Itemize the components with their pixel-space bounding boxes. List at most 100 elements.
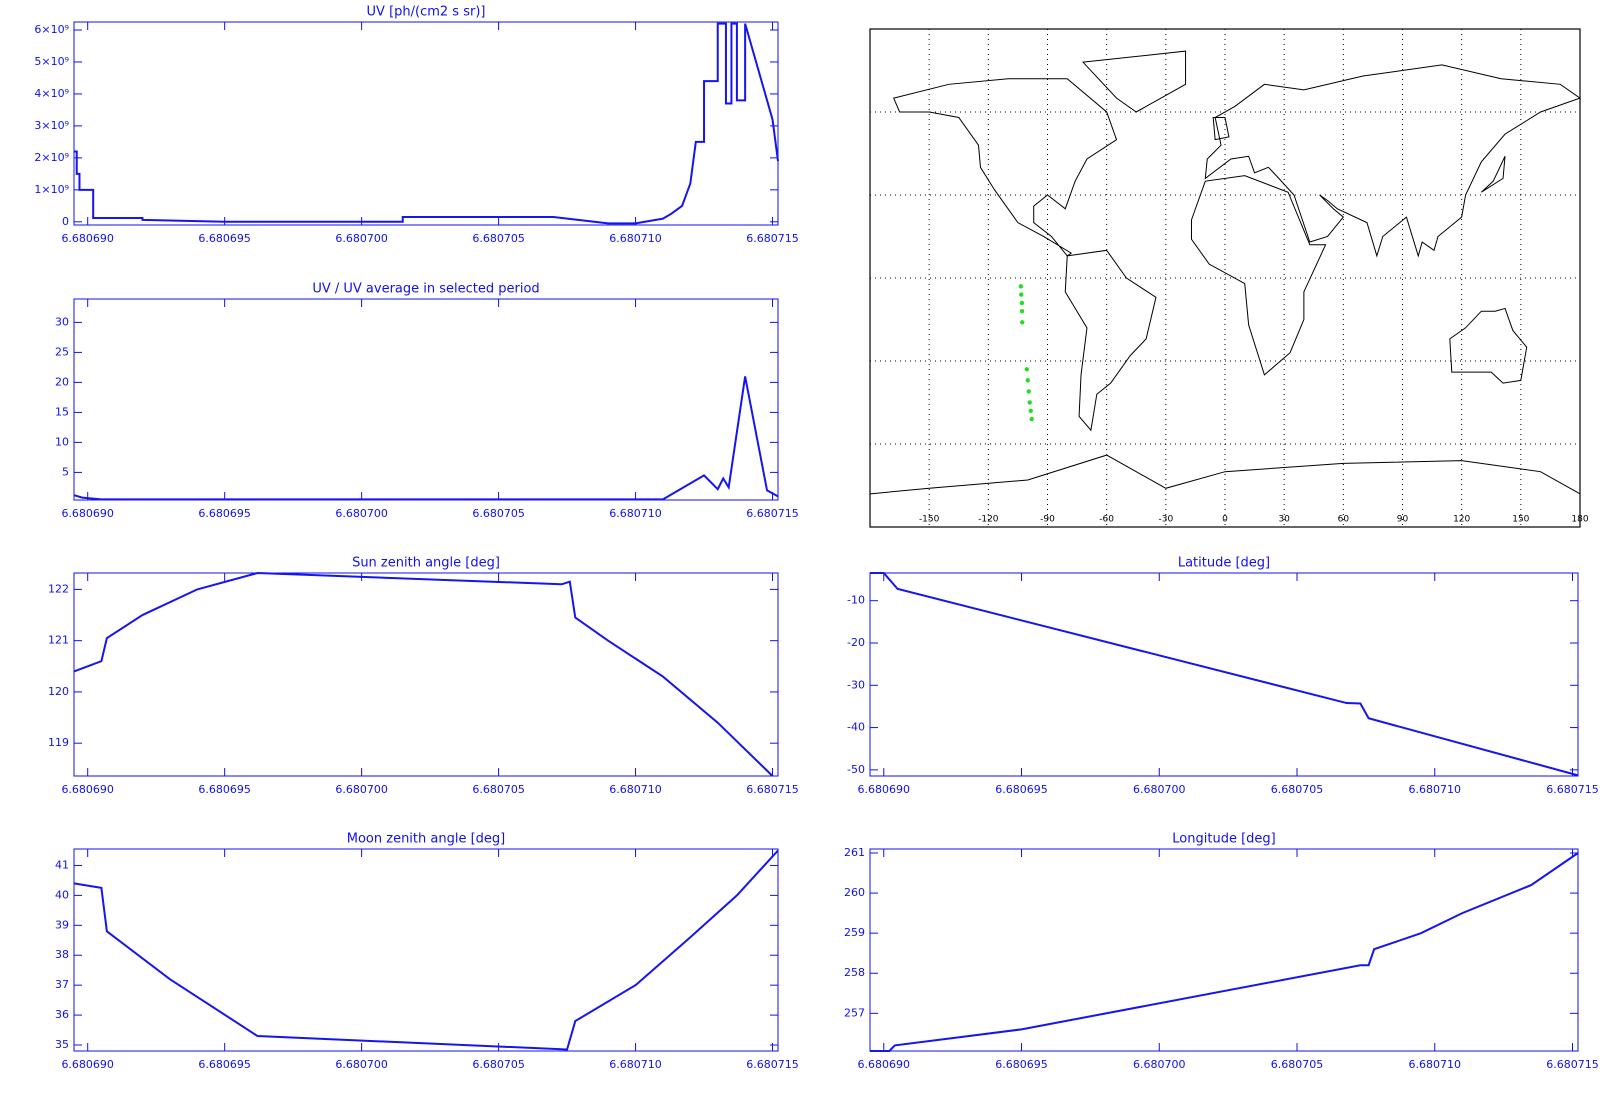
y-tick-label: 39 xyxy=(55,918,69,931)
y-tick-label: 257 xyxy=(844,1006,865,1019)
y-tick-label: 37 xyxy=(55,978,69,991)
x-tick-label: 60 xyxy=(1338,515,1350,525)
track-point xyxy=(1018,284,1024,289)
track-point xyxy=(1024,367,1029,372)
track-point xyxy=(1019,309,1025,314)
plot-frame xyxy=(869,572,1579,777)
x-tick-label: 6.680715 xyxy=(746,232,799,245)
y-tick-label: 4×10⁹ xyxy=(34,87,69,100)
track-point xyxy=(1027,400,1032,405)
plot-frame xyxy=(73,298,779,501)
x-tick-label: 6.680700 xyxy=(1133,783,1186,796)
x-tick-label: 6.680715 xyxy=(746,783,799,796)
x-tick-label: 6.680705 xyxy=(472,507,525,520)
data-line xyxy=(73,849,779,1051)
x-tick-label: 150 xyxy=(1512,515,1529,525)
x-tick-label: -60 xyxy=(1099,515,1114,525)
y-tick-label: 5 xyxy=(62,465,69,478)
x-tick-label: 6.680705 xyxy=(1271,783,1324,796)
data-line xyxy=(870,572,1579,777)
x-tick-label: 6.680705 xyxy=(472,1058,525,1071)
x-tick-label: 6.680715 xyxy=(1546,1058,1599,1071)
x-tick-label: 90 xyxy=(1397,515,1409,525)
y-tick-label: 261 xyxy=(844,846,865,859)
y-tick-label: 119 xyxy=(48,736,69,749)
x-tick-label: 6.680690 xyxy=(61,783,114,796)
track-point xyxy=(1028,408,1033,413)
plot-frame xyxy=(869,28,1581,528)
y-tick-label: 10 xyxy=(55,435,69,448)
x-tick-label: 6.680695 xyxy=(198,232,251,245)
data-line xyxy=(74,22,779,225)
y-tick-label: 5×10⁹ xyxy=(34,55,69,68)
data-line xyxy=(73,376,779,501)
y-tick-label: -40 xyxy=(847,721,865,734)
track-point xyxy=(1029,416,1034,422)
x-tick-label: 6.680690 xyxy=(61,507,114,520)
y-tick-label: 25 xyxy=(55,345,69,358)
x-tick-label: 6.680690 xyxy=(61,232,114,245)
plot-frame xyxy=(73,572,779,777)
x-tick-label: -120 xyxy=(978,515,999,525)
y-tick-label: -20 xyxy=(847,636,865,649)
chart-title: Latitude [deg] xyxy=(1178,556,1270,571)
y-tick-label: -50 xyxy=(847,763,865,776)
y-tick-label: 35 xyxy=(55,1038,69,1051)
x-tick-label: 6.680690 xyxy=(858,1058,911,1071)
x-tick-label: 6.680715 xyxy=(1546,783,1599,796)
x-tick-label: 6.680695 xyxy=(198,783,251,796)
y-tick-label: 41 xyxy=(55,858,69,871)
chart-title: Moon zenith angle [deg] xyxy=(347,832,505,847)
x-tick-label: 6.680700 xyxy=(1133,1058,1186,1071)
track-point xyxy=(1026,389,1031,394)
y-tick-label: 40 xyxy=(55,888,69,901)
x-tick-label: 6.680690 xyxy=(61,1058,114,1071)
x-tick-label: -30 xyxy=(1158,515,1173,525)
x-tick-label: 6.680710 xyxy=(609,1058,662,1071)
x-tick-label: 6.680705 xyxy=(472,232,525,245)
x-tick-label: 6.680690 xyxy=(858,783,911,796)
track-point xyxy=(1020,320,1025,325)
data-line xyxy=(73,571,774,777)
x-tick-label: 6.680700 xyxy=(335,507,388,520)
chart-title: Longitude [deg] xyxy=(1172,832,1275,847)
x-tick-label: 6.680710 xyxy=(1408,1058,1461,1071)
y-tick-label: -10 xyxy=(847,594,865,607)
x-tick-label: 6.680705 xyxy=(472,783,525,796)
x-tick-label: 6.680715 xyxy=(746,1058,799,1071)
x-tick-label: 6.680700 xyxy=(335,1058,388,1071)
x-tick-label: 6.680695 xyxy=(995,1058,1048,1071)
y-tick-label: 6×10⁹ xyxy=(34,23,69,36)
y-tick-label: 15 xyxy=(55,405,69,418)
y-tick-label: 260 xyxy=(844,886,865,899)
x-tick-label: -90 xyxy=(1040,515,1055,525)
x-tick-label: 6.680710 xyxy=(1408,783,1461,796)
x-tick-label: 6.680695 xyxy=(198,507,251,520)
x-tick-label: 6.680705 xyxy=(1271,1058,1324,1071)
x-tick-label: 6.680710 xyxy=(609,232,662,245)
x-tick-label: 6.680715 xyxy=(746,507,799,520)
track-point xyxy=(1025,378,1030,383)
x-tick-label: 0 xyxy=(1222,515,1228,525)
x-tick-label: 6.680700 xyxy=(335,783,388,796)
plot-frame xyxy=(73,21,779,226)
y-tick-label: 121 xyxy=(48,634,69,647)
y-tick-label: 30 xyxy=(55,315,69,328)
track-point xyxy=(1019,292,1024,297)
y-tick-label: 259 xyxy=(844,926,865,939)
x-tick-label: 6.680695 xyxy=(995,783,1048,796)
y-tick-label: 0 xyxy=(62,215,69,228)
coastlines xyxy=(870,51,1580,494)
y-tick-label: 20 xyxy=(55,375,69,388)
x-tick-label: 6.680710 xyxy=(609,783,662,796)
y-tick-label: 258 xyxy=(844,966,865,979)
y-tick-label: 36 xyxy=(55,1008,69,1021)
y-tick-label: 2×10⁹ xyxy=(34,151,69,164)
plot-frame xyxy=(73,848,779,1052)
plot-frame xyxy=(869,848,1579,1052)
x-tick-label: -150 xyxy=(919,515,940,525)
data-line xyxy=(870,852,1579,1052)
chart-title: Sun zenith angle [deg] xyxy=(352,556,500,571)
y-tick-label: 120 xyxy=(48,685,69,698)
